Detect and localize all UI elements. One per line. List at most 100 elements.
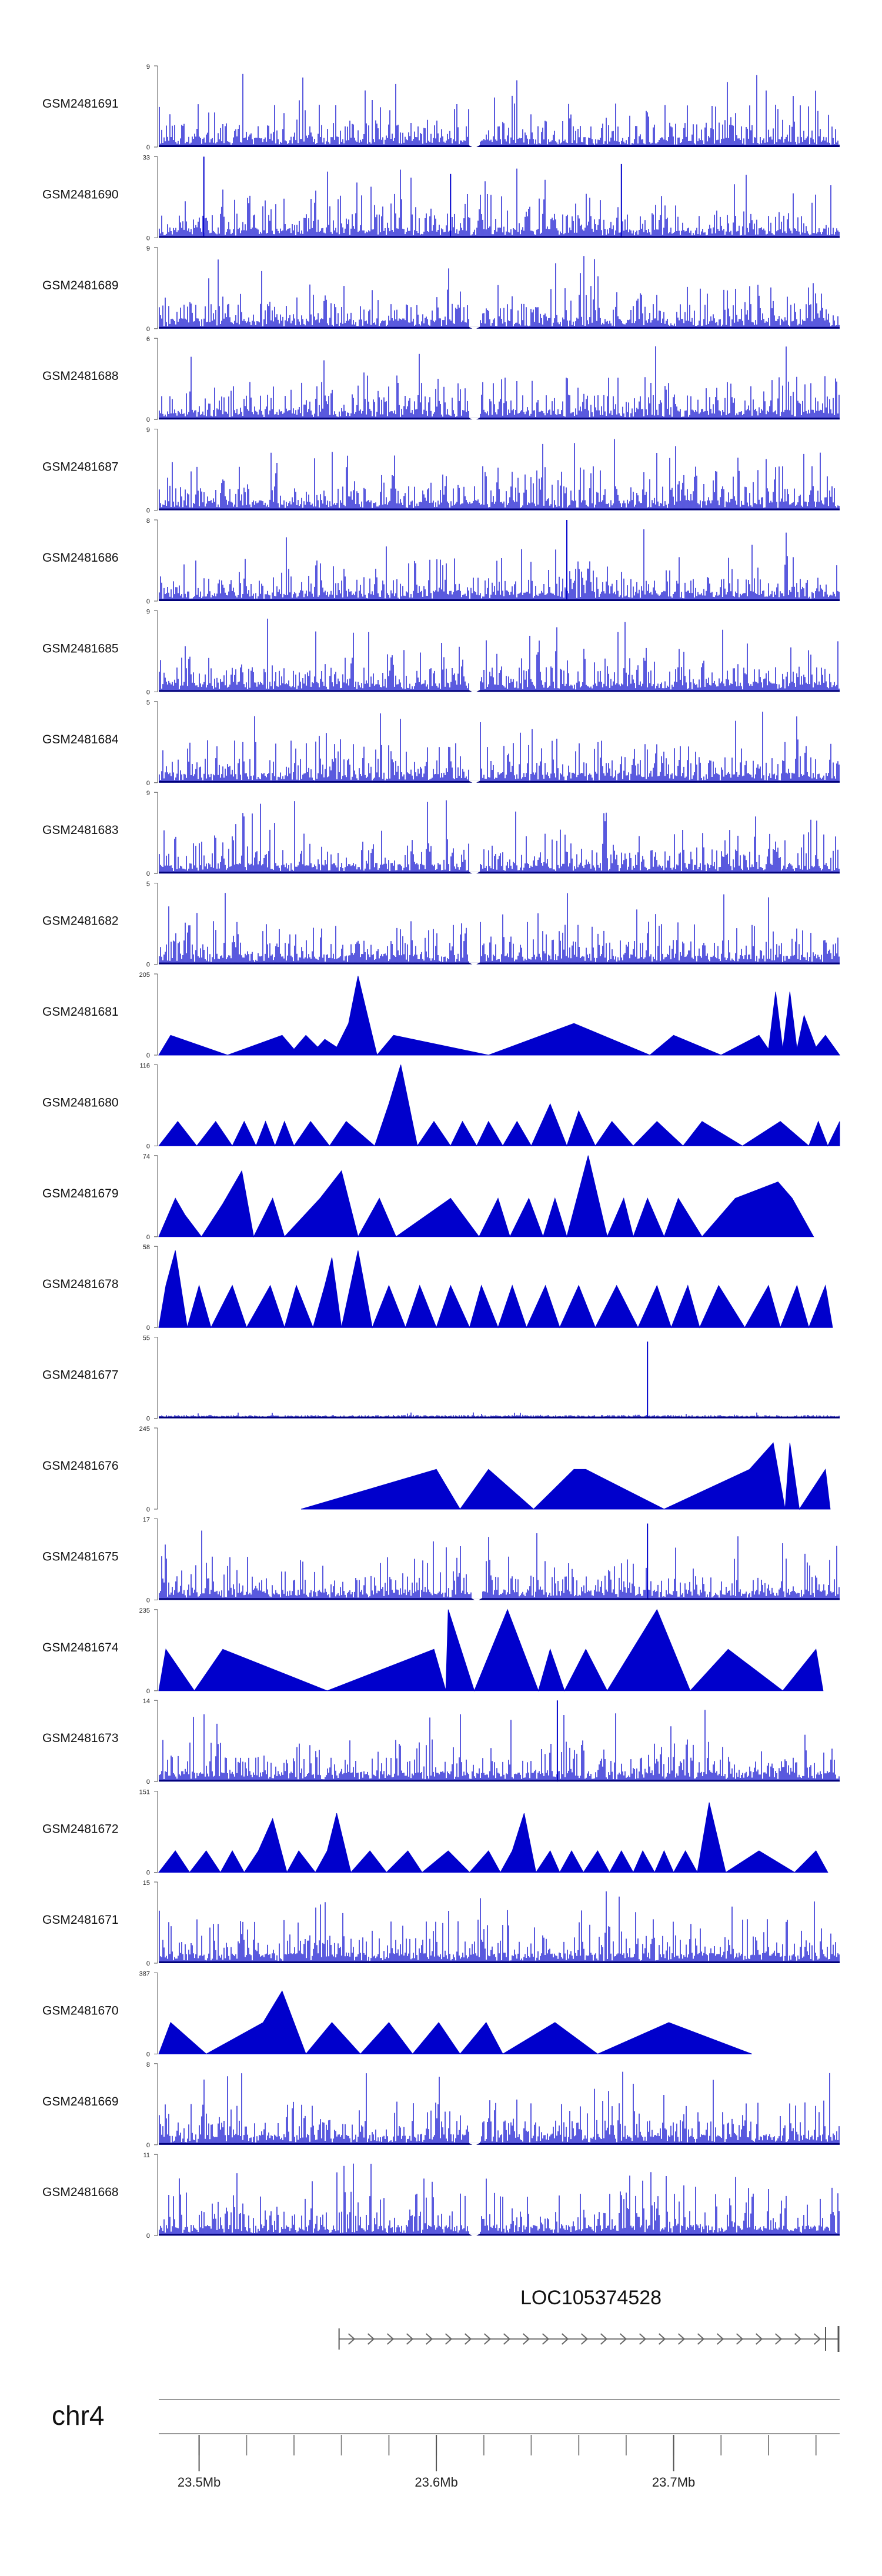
signal-area xyxy=(158,1250,833,1329)
signal-baseline xyxy=(159,599,840,601)
signal-bars xyxy=(159,529,840,601)
track-GSM2481679: GSM2481679 74 0 xyxy=(42,1153,814,1241)
y-min-label: 0 xyxy=(146,144,150,151)
track-GSM2481673: GSM2481673 14 0 xyxy=(42,1698,840,1786)
signal-baseline xyxy=(159,1598,840,1600)
signal-bars xyxy=(159,712,840,783)
y-max-label: 58 xyxy=(143,1244,150,1251)
y-max-label: 245 xyxy=(139,1426,150,1433)
signal-bars xyxy=(159,2071,840,2145)
signal-baseline xyxy=(159,1780,840,1782)
y-max-label: 9 xyxy=(146,245,150,252)
y-max-label: 387 xyxy=(139,1970,150,1977)
strand-chevron-icon xyxy=(348,2333,356,2345)
y-max-label: 235 xyxy=(139,1607,150,1614)
strand-chevron-icon xyxy=(736,2333,744,2345)
strand-chevron-icon xyxy=(386,2333,395,2345)
y-min-label: 0 xyxy=(146,416,150,423)
y-min-label: 0 xyxy=(146,1688,150,1695)
y-max-label: 116 xyxy=(139,1062,150,1069)
signal-baseline xyxy=(159,1961,840,1963)
y-min-label: 0 xyxy=(146,598,150,605)
signal-baseline xyxy=(159,780,840,783)
signal-baseline xyxy=(159,236,840,238)
signal-area xyxy=(158,1065,840,1147)
track-label: GSM2481674 xyxy=(42,1641,119,1654)
track-GSM2481675: GSM2481675 17 0 xyxy=(42,1516,840,1604)
gap-notch xyxy=(469,145,480,148)
track-GSM2481684: GSM2481684 5 0 xyxy=(42,699,840,787)
signal-bars xyxy=(159,618,840,692)
y-max-label: 8 xyxy=(146,2061,150,2068)
track-label: GSM2481683 xyxy=(42,823,119,837)
y-min-label: 0 xyxy=(146,870,150,877)
strand-chevron-icon xyxy=(794,2333,802,2345)
strand-chevron-icon xyxy=(813,2333,821,2345)
y-max-label: 5 xyxy=(146,881,150,888)
track-label: GSM2481669 xyxy=(42,2095,119,2108)
track-GSM2481680: GSM2481680 116 0 xyxy=(42,1062,840,1150)
y-max-label: 33 xyxy=(143,154,150,161)
track-GSM2481685: GSM2481685 9 0 xyxy=(42,608,840,696)
y-max-label: 9 xyxy=(146,790,150,797)
track-label: GSM2481679 xyxy=(42,1187,119,1200)
signal-bars xyxy=(159,893,840,965)
y-min-label: 0 xyxy=(146,235,150,242)
signal-baseline xyxy=(159,418,840,420)
y-max-label: 15 xyxy=(143,1880,150,1887)
gap-notch xyxy=(471,1598,482,1601)
y-max-label: 9 xyxy=(146,427,150,434)
y-min-label: 0 xyxy=(146,1597,150,1604)
track-label: GSM2481686 xyxy=(42,551,119,565)
gap-notch xyxy=(469,872,480,875)
track-GSM2481690: GSM2481690 33 0 xyxy=(42,154,840,242)
track-label: GSM2481681 xyxy=(42,1005,119,1019)
track-GSM2481671: GSM2481671 15 0 xyxy=(42,1880,840,1967)
gap-notch xyxy=(469,418,480,421)
strand-chevron-icon xyxy=(600,2333,608,2345)
track-label: GSM2481691 xyxy=(42,97,119,111)
gene-label: LOC105374528 xyxy=(520,2287,662,2309)
y-min-label: 0 xyxy=(146,962,150,969)
y-max-label: 9 xyxy=(146,608,150,615)
track-GSM2481683: GSM2481683 9 0 xyxy=(42,790,840,877)
y-max-label: 8 xyxy=(146,518,150,525)
signal-baseline xyxy=(159,145,840,147)
track-label: GSM2481687 xyxy=(42,461,119,474)
track-label: GSM2481678 xyxy=(42,1277,119,1291)
strand-chevron-icon xyxy=(774,2333,783,2345)
strand-chevron-icon xyxy=(561,2333,569,2345)
strand-chevron-icon xyxy=(542,2333,550,2345)
track-GSM2481686: GSM2481686 8 0 xyxy=(42,518,840,605)
y-max-label: 6 xyxy=(146,336,150,343)
strand-chevron-icon xyxy=(425,2333,433,2345)
y-min-label: 0 xyxy=(146,1416,150,1423)
strand-chevron-icon xyxy=(658,2333,666,2345)
y-max-label: 5 xyxy=(146,699,150,706)
strand-chevron-icon xyxy=(580,2333,589,2345)
track-GSM2481691: GSM2481691 9 0 xyxy=(42,64,840,151)
gap-notch xyxy=(469,780,480,784)
signal-area xyxy=(300,1442,831,1510)
track-label: GSM2481682 xyxy=(42,915,119,928)
signal-area xyxy=(158,1802,828,1874)
track-label: GSM2481677 xyxy=(42,1369,119,1382)
strand-chevron-icon xyxy=(697,2333,705,2345)
strand-chevron-icon xyxy=(619,2333,627,2345)
track-label: GSM2481689 xyxy=(42,279,119,292)
track-GSM2481677: GSM2481677 55 0 xyxy=(42,1335,840,1423)
y-max-label: 74 xyxy=(143,1153,150,1160)
y-min-label: 0 xyxy=(146,689,150,696)
strand-chevron-icon xyxy=(716,2333,724,2345)
track-GSM2481674: GSM2481674 235 0 xyxy=(42,1607,824,1695)
track-label: GSM2481684 xyxy=(42,733,119,746)
gene-track: LOC105374528 xyxy=(338,2287,840,2352)
signal-bars xyxy=(159,2163,840,2236)
track-GSM2481678: GSM2481678 58 0 xyxy=(42,1244,833,1332)
track-label: GSM2481688 xyxy=(42,369,119,383)
strand-chevron-icon xyxy=(464,2333,472,2345)
y-min-label: 0 xyxy=(146,2051,150,2058)
tick-label: 23.5Mb xyxy=(178,2475,220,2490)
track-GSM2481681: GSM2481681 205 0 xyxy=(42,972,840,1059)
